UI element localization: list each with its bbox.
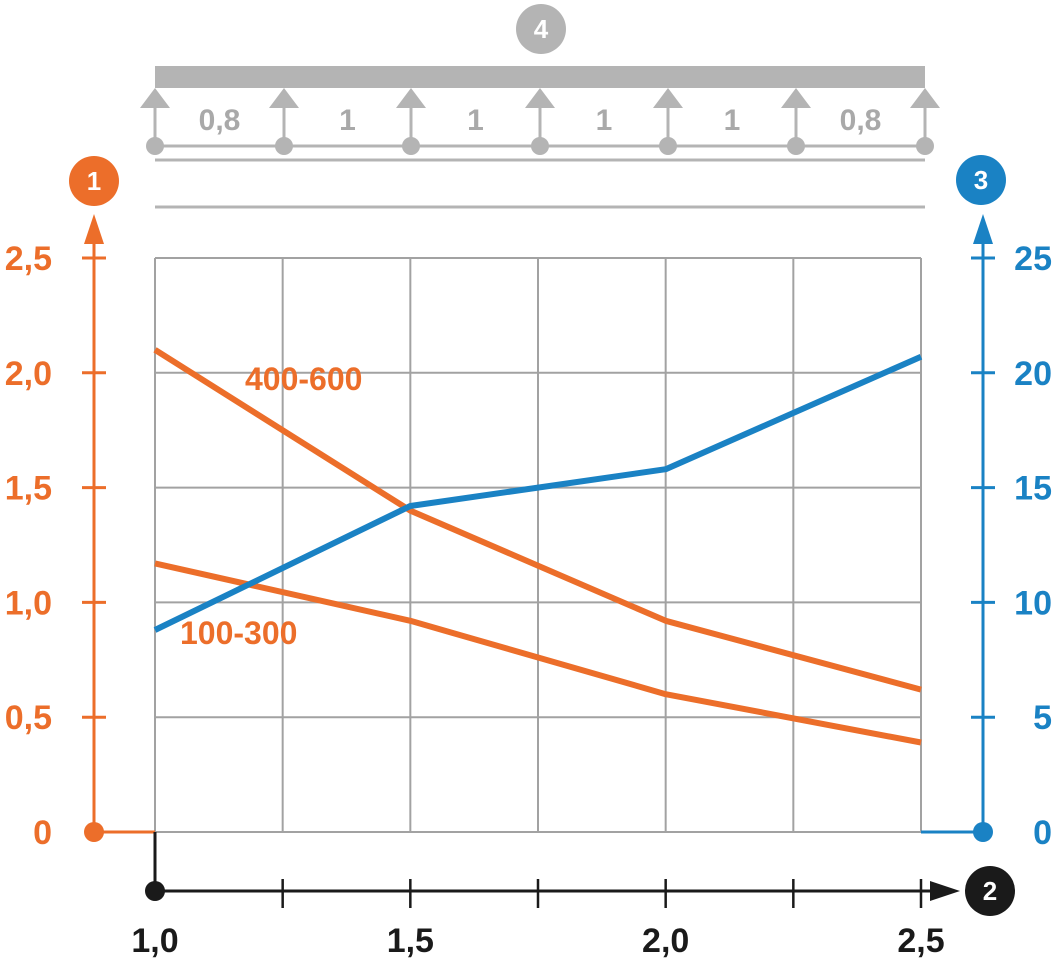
- x-tick-label: 2,0: [642, 922, 689, 958]
- left-tick-label: 2,0: [5, 355, 52, 393]
- badge-left-circle: [69, 156, 119, 206]
- right-tick-label: 0: [1033, 814, 1052, 852]
- support-triangle: [140, 88, 170, 108]
- right-tick-label: 20: [1014, 355, 1052, 393]
- badge-left-label: 1: [87, 166, 101, 196]
- badge-beam: 4: [516, 4, 566, 54]
- support-triangle: [653, 88, 683, 108]
- badge-x-circle: [965, 866, 1015, 916]
- right-axis-ticks: 0 5 10 15 20 25: [971, 240, 1052, 852]
- support-triangle: [910, 88, 940, 108]
- right-tick-label: 10: [1014, 584, 1052, 622]
- plot-grid: [154, 257, 922, 833]
- right-axis: 0 5 10 15 20 25: [921, 214, 1052, 852]
- beam-diagram: 0,8 1 1 1 1 0,8: [140, 66, 940, 209]
- beam-bar: [155, 66, 925, 88]
- left-axis-origin-dot: [84, 822, 104, 842]
- support-triangle: [396, 88, 426, 108]
- badge-x-axis: 2: [965, 866, 1015, 916]
- badge-right-label: 3: [974, 165, 988, 195]
- series-label-400-600: 400-600: [245, 361, 362, 397]
- x-tick-label: 1,0: [131, 922, 178, 958]
- left-tick-label: 0: [33, 814, 52, 852]
- span-label: 1: [724, 104, 741, 137]
- right-axis-origin-dot: [973, 822, 993, 842]
- x-tick-label: 1,5: [387, 922, 434, 958]
- span-label: 1: [339, 104, 356, 137]
- support-triangle: [781, 88, 811, 108]
- span-label: 1: [596, 104, 613, 137]
- right-tick-label: 15: [1014, 470, 1052, 508]
- series-group: [153, 347, 923, 746]
- support-triangle: [525, 88, 555, 108]
- x-tick-label: 2,5: [897, 922, 944, 958]
- support-triangle: [269, 88, 299, 108]
- left-tick-label: 1,0: [5, 584, 52, 622]
- right-tick-label: 25: [1014, 240, 1052, 278]
- series-line-100-300: [154, 560, 922, 746]
- series-line-400-600: [153, 347, 922, 693]
- x-axis-origin-dot: [145, 881, 165, 901]
- x-axis: 1,0 1,5 2,0 2,5: [131, 832, 960, 958]
- left-axis: 0 0,5 1,0 1,5 2,0 2,5: [5, 214, 155, 852]
- series-label-100-300: 100-300: [180, 615, 297, 651]
- badge-beam-circle: [516, 4, 566, 54]
- left-tick-label: 1,5: [5, 470, 52, 508]
- right-tick-label: 5: [1033, 699, 1052, 737]
- left-axis-arrow: [84, 214, 104, 244]
- badge-x-label: 2: [983, 876, 997, 906]
- beam-supports: [140, 88, 940, 155]
- badge-right-axis: 3: [956, 155, 1006, 205]
- left-tick-label: 0,5: [5, 699, 52, 737]
- right-axis-arrow: [973, 214, 993, 244]
- left-tick-label: 2,5: [5, 240, 52, 278]
- left-axis-ticks: 0 0,5 1,0 1,5 2,0 2,5: [5, 240, 106, 852]
- badge-beam-label: 4: [534, 14, 549, 44]
- badge-left-axis: 1: [69, 156, 119, 206]
- span-label: 0,8: [199, 104, 241, 137]
- span-label: 0,8: [840, 104, 882, 137]
- badge-right-circle: [956, 155, 1006, 205]
- span-label: 1: [467, 104, 484, 137]
- x-axis-ticks: 1,0 1,5 2,0 2,5: [131, 879, 945, 958]
- series-line-right-axis: [153, 353, 923, 633]
- span-labels: 0,8 1 1 1 1 0,8: [199, 104, 882, 137]
- x-axis-arrow: [930, 881, 960, 901]
